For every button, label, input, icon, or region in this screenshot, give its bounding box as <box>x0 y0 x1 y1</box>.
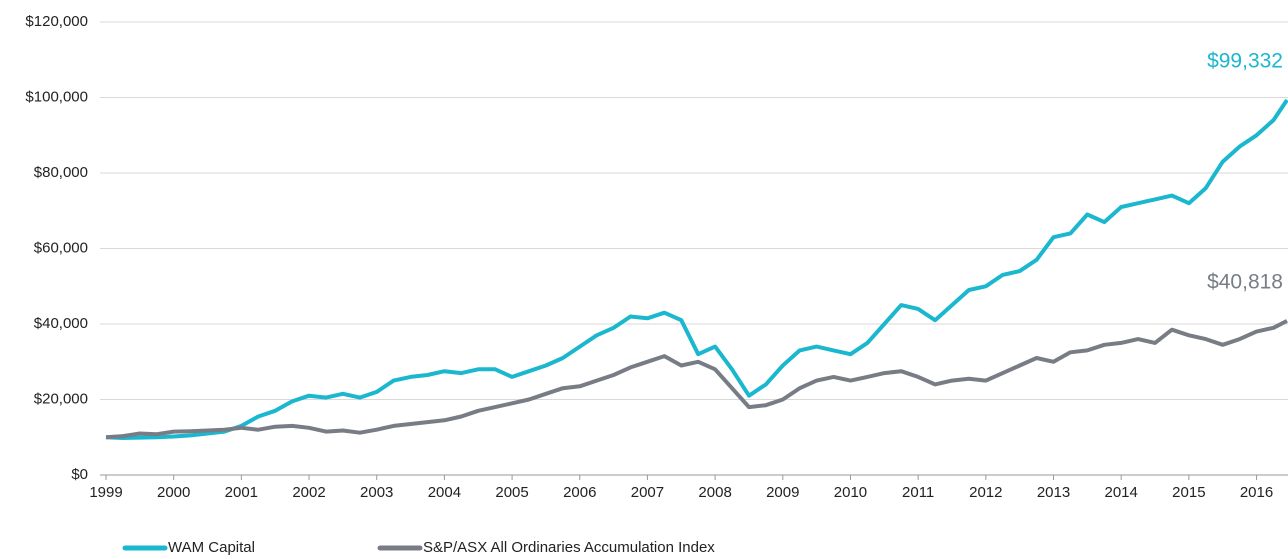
x-tick-label: 2007 <box>631 484 664 501</box>
x-tick-label: 2014 <box>1104 484 1137 501</box>
y-tick-label: $0 <box>71 466 88 483</box>
x-tick-label: 2004 <box>428 484 461 501</box>
x-tick-label: 2011 <box>902 484 934 501</box>
x-tick-label: 1999 <box>89 484 122 501</box>
x-tick-label: 2015 <box>1172 484 1205 501</box>
y-tick-label: $60,000 <box>34 239 88 256</box>
legend-label: WAM Capital <box>168 539 255 556</box>
y-tick-label: $80,000 <box>34 164 88 181</box>
series-line <box>105 319 1288 440</box>
x-tick-label: 2012 <box>969 484 1002 501</box>
end-label: $99,332 <box>1207 50 1283 73</box>
legend-label: S&P/ASX All Ordinaries Accumulation Inde… <box>423 539 715 556</box>
x-tick-label: 2000 <box>157 484 190 501</box>
x-tick-label: 2016 <box>1240 484 1273 501</box>
x-tick-label: 2010 <box>834 484 867 501</box>
x-tick-label: 2005 <box>495 484 528 501</box>
y-tick-label: $100,000 <box>25 88 88 105</box>
x-tick-label: 2008 <box>698 484 731 501</box>
x-tick-label: 2003 <box>360 484 393 501</box>
x-tick-label: 2009 <box>766 484 799 501</box>
y-tick-label: $20,000 <box>34 390 88 407</box>
x-tick-label: 2013 <box>1037 484 1070 501</box>
x-tick-label: 2001 <box>225 484 258 501</box>
x-tick-label: 2002 <box>292 484 325 501</box>
end-label: $40,818 <box>1207 270 1283 293</box>
y-tick-label: $40,000 <box>34 315 88 332</box>
x-tick-label: 2006 <box>563 484 596 501</box>
series-line <box>105 98 1288 440</box>
y-tick-label: $120,000 <box>25 13 88 30</box>
